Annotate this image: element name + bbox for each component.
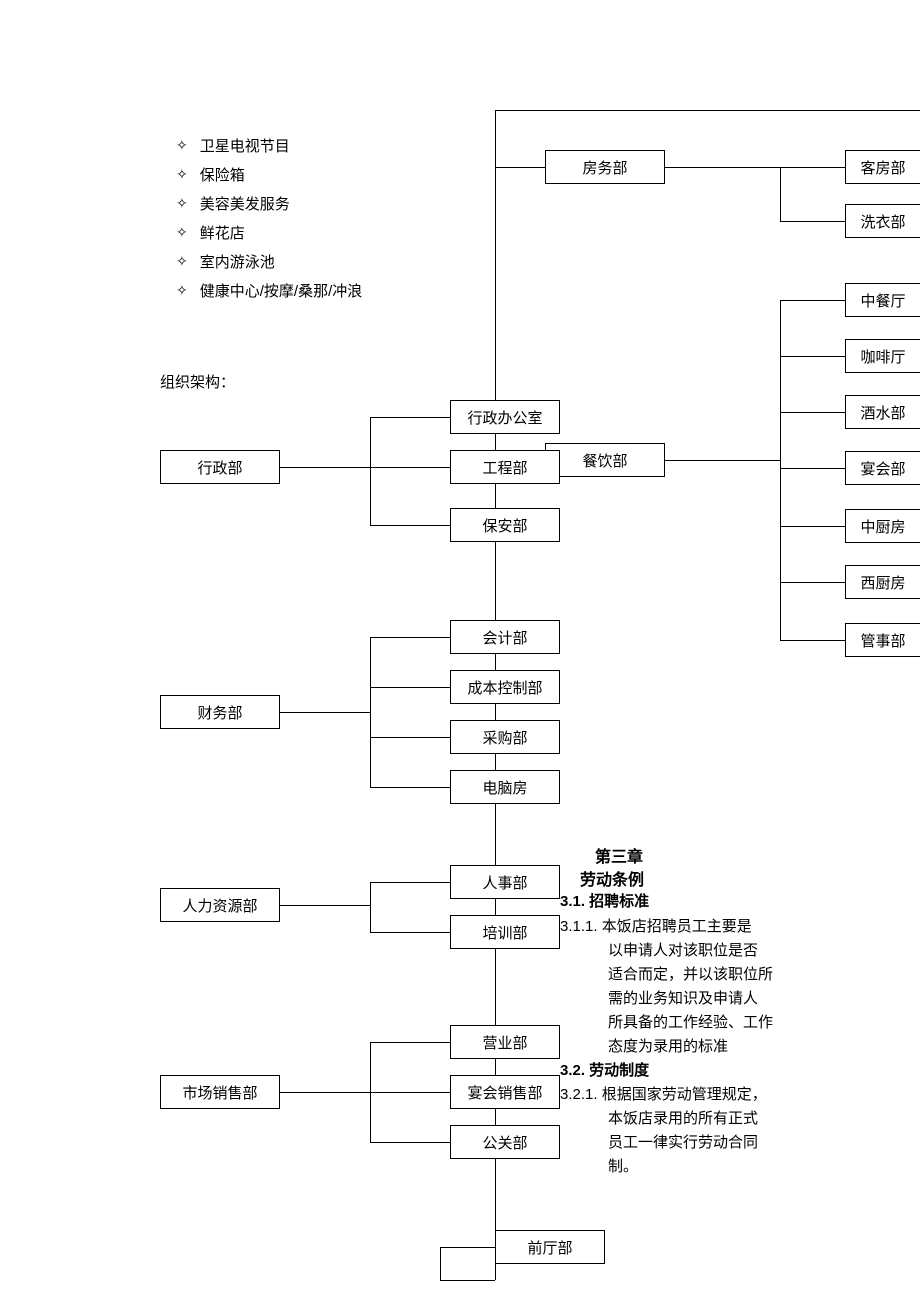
chapter-subtitle: 劳动条例 — [580, 866, 644, 890]
org-box-renshi: 人事部 — [450, 865, 560, 899]
list-item: ✧ 保险箱 — [176, 164, 362, 185]
org-line — [780, 221, 845, 222]
org-box-xingzhengban: 行政办公室 — [450, 400, 560, 434]
org-box-baoan: 保安部 — [450, 508, 560, 542]
body-text: 3.2.1. 根据国家劳动管理规定， — [560, 1083, 767, 1107]
org-line — [370, 637, 371, 787]
bullet-list: ✧ 卫星电视节目 ✧ 保险箱 ✧ 美容美发服务 ✧ 鲜花店 ✧ 室内游泳池 ✧ 健康中心/按… — [176, 135, 362, 309]
list-item: ✧ 健康中心/按摩/桑那/冲浪 — [176, 280, 362, 301]
body-text: 态度为录用的标准 — [608, 1035, 728, 1059]
org-line — [780, 582, 845, 583]
list-item: ✧ 室内游泳池 — [176, 251, 362, 272]
diamond-icon: ✧ — [176, 224, 188, 241]
org-line — [370, 787, 450, 788]
diamond-icon: ✧ — [176, 166, 188, 183]
org-box-yanhuixs: 宴会销售部 — [450, 1075, 560, 1109]
org-line — [780, 300, 781, 640]
org-box-chengben: 成本控制部 — [450, 670, 560, 704]
org-box-shichang: 市场销售部 — [160, 1075, 280, 1109]
org-line — [280, 467, 370, 468]
org-line — [280, 905, 370, 906]
org-box-xiyi: 洗衣部 — [845, 204, 920, 238]
org-line — [780, 356, 845, 357]
body-text: 所具备的工作经验、工作 — [608, 1011, 773, 1035]
org-line — [370, 1092, 450, 1093]
org-line — [440, 1247, 441, 1280]
org-line — [440, 1280, 495, 1281]
org-box-diannao: 电脑房 — [450, 770, 560, 804]
org-box-kefang: 客房部 — [845, 150, 920, 184]
org-line — [665, 167, 780, 168]
org-line — [440, 1247, 495, 1248]
body-text: 本饭店录用的所有正式 — [608, 1107, 758, 1131]
org-line — [780, 526, 845, 527]
org-line — [280, 712, 370, 713]
body-text: 需的业务知识及申请人 — [608, 987, 758, 1011]
body-text: 制。 — [608, 1155, 638, 1179]
org-box-fangwu: 房务部 — [545, 150, 665, 184]
org-line — [370, 1042, 450, 1043]
org-line — [780, 412, 845, 413]
heading-31: 3.1. 招聘标准 — [560, 890, 649, 911]
body-text: 以申请人对该职位是否 — [608, 939, 758, 963]
list-item: ✧ 美容美发服务 — [176, 193, 362, 214]
diamond-icon: ✧ — [176, 195, 188, 212]
org-box-zhongchu: 中厨房 — [845, 509, 920, 543]
org-line — [495, 110, 920, 111]
org-box-guanshi: 管事部 — [845, 623, 920, 657]
diamond-icon: ✧ — [176, 253, 188, 270]
body-text: 员工一律实行劳动合同 — [608, 1131, 758, 1155]
org-box-kuaiji: 会计部 — [450, 620, 560, 654]
org-box-qianting: 前厅部 — [495, 1230, 605, 1264]
org-line — [370, 932, 450, 933]
org-line — [780, 640, 845, 641]
org-line — [370, 882, 450, 883]
list-text: 保险箱 — [200, 164, 245, 185]
list-text: 健康中心/按摩/桑那/冲浪 — [200, 280, 363, 301]
heading-32: 3.2. 劳动制度 — [560, 1059, 649, 1080]
org-box-gongcheng: 工程部 — [450, 450, 560, 484]
list-text: 室内游泳池 — [200, 251, 275, 272]
chapter-title: 第三章 — [595, 843, 643, 867]
org-box-xichu: 西厨房 — [845, 565, 920, 599]
org-box-gongguan: 公关部 — [450, 1125, 560, 1159]
org-box-peixun: 培训部 — [450, 915, 560, 949]
org-line — [370, 467, 450, 468]
body-text: 适合而定，并以该职位所 — [608, 963, 773, 987]
org-line — [780, 167, 781, 222]
org-line — [280, 1092, 370, 1093]
org-line — [780, 300, 845, 301]
org-line — [370, 882, 371, 932]
org-line — [370, 417, 450, 418]
diamond-icon: ✧ — [176, 137, 188, 154]
org-box-renli: 人力资源部 — [160, 888, 280, 922]
org-box-zhongcan: 中餐厅 — [845, 283, 920, 317]
org-box-yanhui: 宴会部 — [845, 451, 920, 485]
org-line — [370, 525, 450, 526]
list-text: 美容美发服务 — [200, 193, 290, 214]
list-item: ✧ 卫星电视节目 — [176, 135, 362, 156]
org-box-xingzheng: 行政部 — [160, 450, 280, 484]
section-title: 组织架构： — [160, 371, 235, 392]
list-item: ✧ 鲜花店 — [176, 222, 362, 243]
org-box-caigou: 采购部 — [450, 720, 560, 754]
org-box-canyin: 餐饮部 — [545, 443, 665, 477]
org-line — [370, 1142, 450, 1143]
org-line — [665, 460, 780, 461]
org-box-jiushui: 酒水部 — [845, 395, 920, 429]
org-box-kafei: 咖啡厅 — [845, 339, 920, 373]
org-box-yingye: 营业部 — [450, 1025, 560, 1059]
list-text: 鲜花店 — [200, 222, 245, 243]
org-line — [370, 637, 450, 638]
body-text: 3.1.1. 本饭店招聘员工主要是 — [560, 915, 752, 939]
org-box-caiwu: 财务部 — [160, 695, 280, 729]
org-line — [370, 417, 371, 525]
diamond-icon: ✧ — [176, 282, 188, 299]
org-line — [780, 167, 845, 168]
list-text: 卫星电视节目 — [200, 135, 290, 156]
org-line — [370, 737, 450, 738]
org-line — [495, 167, 545, 168]
org-line — [780, 468, 845, 469]
org-line — [370, 687, 450, 688]
